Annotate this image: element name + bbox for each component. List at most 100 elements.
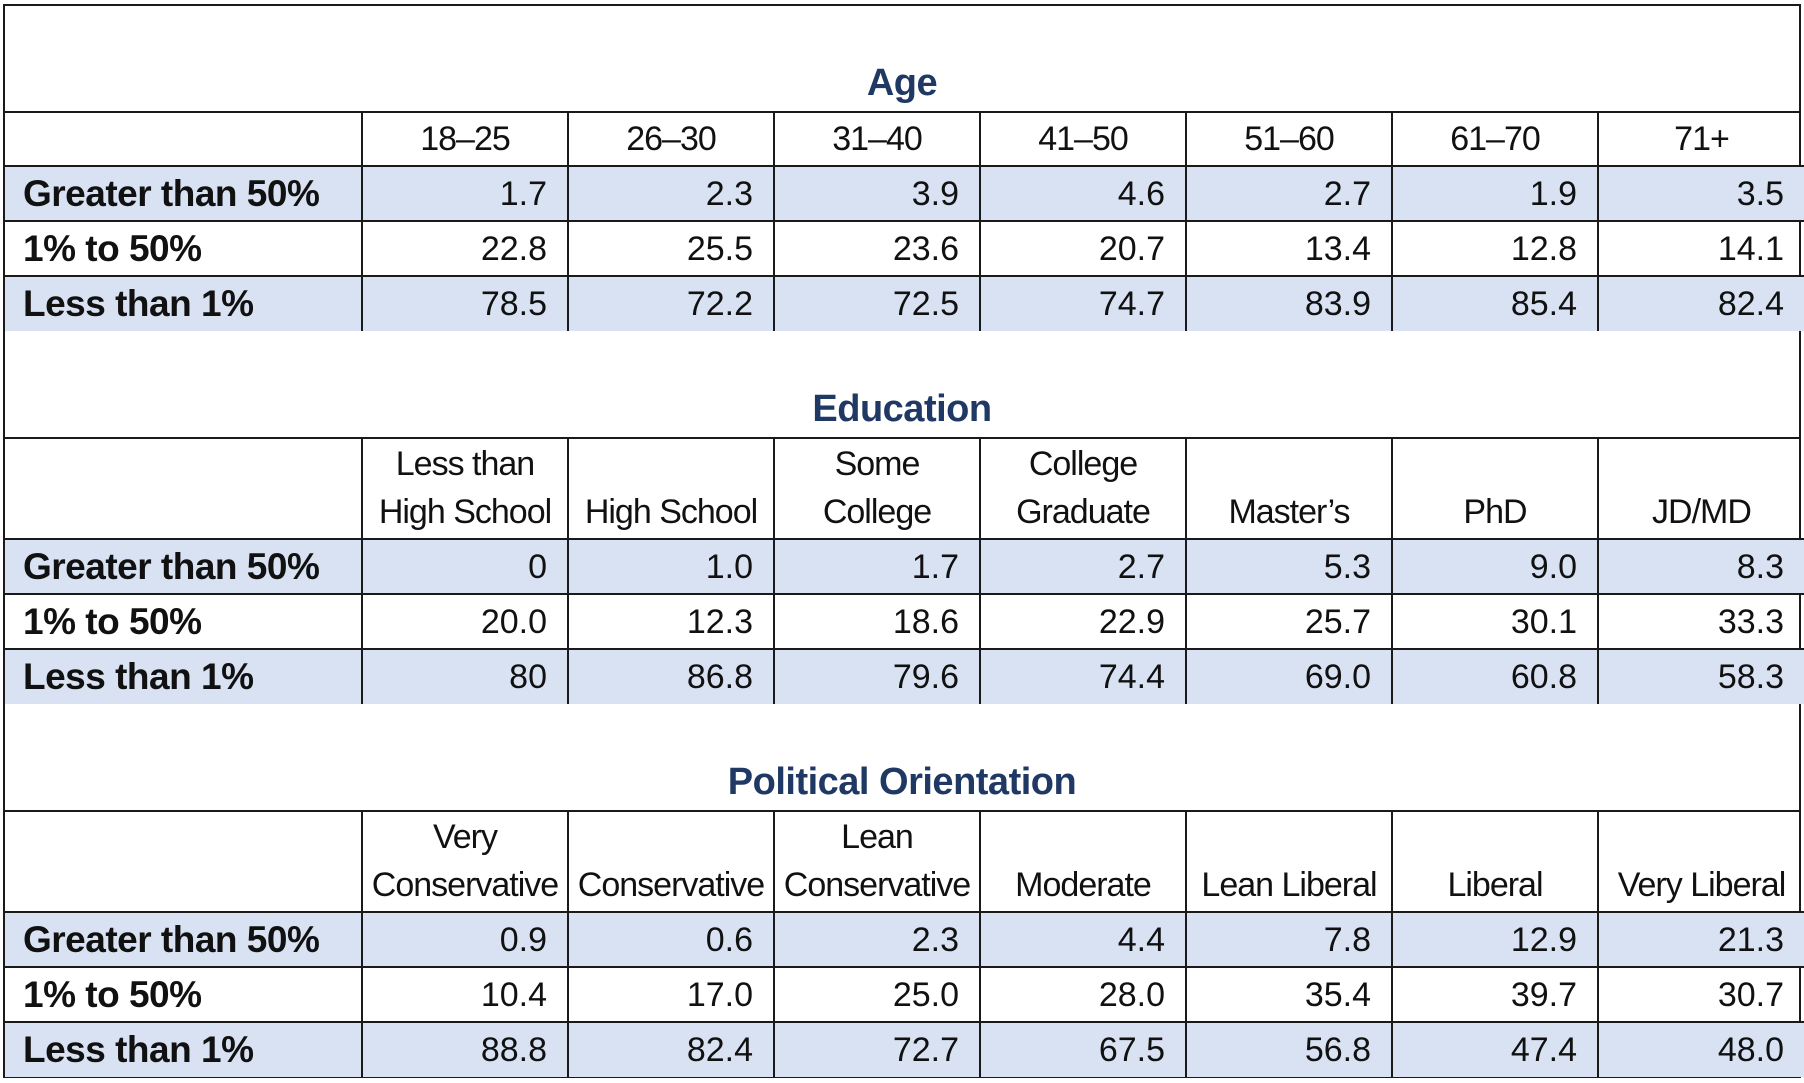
table-row: Greater than 50% 0 1.0 1.7 2.7 5.3 9.0 8.3	[5, 539, 1804, 595]
column-header: 41–50	[979, 113, 1186, 167]
value-cell: 1.7	[361, 166, 568, 222]
value-cell: 25.5	[567, 221, 774, 277]
table-row: 1% to 50% 22.8 25.5 23.6 20.7 13.4 12.8 14.1	[5, 221, 1804, 277]
table-row: Greater than 50% 1.7 2.3 3.9 4.6 2.7 1.9 3.5	[5, 166, 1804, 222]
corner-cell	[5, 113, 362, 167]
value-cell: 30.1	[1391, 594, 1598, 650]
section-title: Education	[5, 331, 1799, 439]
value-cell: 0.6	[567, 912, 774, 968]
value-cell: 83.9	[1185, 276, 1392, 331]
value-cell: 25.0	[773, 967, 980, 1023]
column-header: 31–40	[773, 113, 980, 167]
value-cell: 22.8	[361, 221, 568, 277]
header-row: 18–25 26–30 31–40 41–50 51–60 61–70 71+	[5, 113, 1804, 167]
table-section-political-orientation: Political Orientation Very Conservative Co…	[5, 704, 1804, 1077]
value-cell: 85.4	[1391, 276, 1598, 331]
value-cell: 2.7	[979, 539, 1186, 595]
value-cell: 88.8	[361, 1022, 568, 1077]
row-label: Greater than 50%	[5, 166, 362, 222]
value-cell: 1.9	[1391, 166, 1598, 222]
value-cell: 10.4	[361, 967, 568, 1023]
section-title-text: Age	[866, 62, 938, 104]
value-cell: 2.3	[567, 166, 774, 222]
column-header: Master’s	[1185, 439, 1392, 540]
value-cell: 47.4	[1391, 1022, 1598, 1077]
value-cell: 72.7	[773, 1022, 980, 1077]
table-row: Less than 1% 80 86.8 79.6 74.4 69.0 60.8 58.3	[5, 649, 1804, 704]
column-header: Less than High School	[361, 439, 568, 540]
header-row: Very Conservative Conservative Lean Conser…	[5, 812, 1804, 913]
table-row: Less than 1% 88.8 82.4 72.7 67.5 56.8 47.4 48.0	[5, 1022, 1804, 1077]
value-cell: 30.7	[1597, 967, 1804, 1023]
column-header: High School	[567, 439, 774, 540]
table-row: Greater than 50% 0.9 0.6 2.3 4.4 7.8 12.9 21.3	[5, 912, 1804, 968]
table-row: Less than 1% 78.5 72.2 72.5 74.7 83.9 85.4 82.4	[5, 276, 1804, 331]
value-cell: 48.0	[1597, 1022, 1804, 1077]
value-cell: 56.8	[1185, 1022, 1392, 1077]
row-label: 1% to 50%	[5, 221, 362, 277]
column-header: Lean Liberal	[1185, 812, 1392, 913]
value-cell: 0.9	[361, 912, 568, 968]
value-cell: 21.3	[1597, 912, 1804, 968]
value-cell: 82.4	[1597, 276, 1804, 331]
column-header: 26–30	[567, 113, 774, 167]
value-cell: 12.3	[567, 594, 774, 650]
column-header: 71+	[1597, 113, 1804, 167]
value-cell: 25.7	[1185, 594, 1392, 650]
value-cell: 80	[361, 649, 568, 704]
table-section-education: Education Less than High School High Schoo…	[5, 331, 1804, 704]
value-cell: 12.9	[1391, 912, 1598, 968]
value-cell: 5.3	[1185, 539, 1392, 595]
value-cell: 20.0	[361, 594, 568, 650]
value-cell: 4.4	[979, 912, 1186, 968]
value-cell: 4.6	[979, 166, 1186, 222]
row-label: 1% to 50%	[5, 594, 362, 650]
row-label: Greater than 50%	[5, 912, 362, 968]
value-cell: 39.7	[1391, 967, 1598, 1023]
value-cell: 2.3	[773, 912, 980, 968]
data-table: 18–25 26–30 31–40 41–50 51–60 61–70 71+ Greater…	[5, 113, 1804, 331]
crosstab-figure: Age 18–25 26–30 31–40 41–50 51–60 61–70 71+ Grea…	[3, 4, 1804, 1078]
column-header: Very Conservative	[361, 812, 568, 913]
section-title-text: Political Orientation	[727, 761, 1077, 803]
value-cell: 33.3	[1597, 594, 1804, 650]
corner-cell	[5, 812, 362, 913]
column-header: PhD	[1391, 439, 1598, 540]
column-header: 51–60	[1185, 113, 1392, 167]
section-title: Political Orientation	[5, 704, 1799, 812]
row-label: Less than 1%	[5, 276, 362, 331]
row-label: Less than 1%	[5, 649, 362, 704]
value-cell: 8.3	[1597, 539, 1804, 595]
column-header: Lean Conservative	[773, 812, 980, 913]
row-label: Less than 1%	[5, 1022, 362, 1077]
corner-cell	[5, 439, 362, 540]
value-cell: 79.6	[773, 649, 980, 704]
value-cell: 35.4	[1185, 967, 1392, 1023]
value-cell: 1.0	[567, 539, 774, 595]
row-label: Greater than 50%	[5, 539, 362, 595]
value-cell: 67.5	[979, 1022, 1186, 1077]
data-table: Less than High School High School Some Col…	[5, 439, 1804, 704]
column-header: Moderate	[979, 812, 1186, 913]
column-header: Some College	[773, 439, 980, 540]
value-cell: 69.0	[1185, 649, 1392, 704]
value-cell: 18.6	[773, 594, 980, 650]
value-cell: 3.5	[1597, 166, 1804, 222]
value-cell: 60.8	[1391, 649, 1598, 704]
column-header: 61–70	[1391, 113, 1598, 167]
value-cell: 82.4	[567, 1022, 774, 1077]
value-cell: 28.0	[979, 967, 1186, 1023]
row-label: 1% to 50%	[5, 967, 362, 1023]
value-cell: 17.0	[567, 967, 774, 1023]
value-cell: 72.2	[567, 276, 774, 331]
column-header: College Graduate	[979, 439, 1186, 540]
table-row: 1% to 50% 20.0 12.3 18.6 22.9 25.7 30.1 33.3	[5, 594, 1804, 650]
value-cell: 86.8	[567, 649, 774, 704]
value-cell: 23.6	[773, 221, 980, 277]
value-cell: 1.7	[773, 539, 980, 595]
value-cell: 3.9	[773, 166, 980, 222]
section-title: Age	[5, 6, 1799, 113]
value-cell: 13.4	[1185, 221, 1392, 277]
data-table: Very Conservative Conservative Lean Conser…	[5, 812, 1804, 1077]
value-cell: 72.5	[773, 276, 980, 331]
